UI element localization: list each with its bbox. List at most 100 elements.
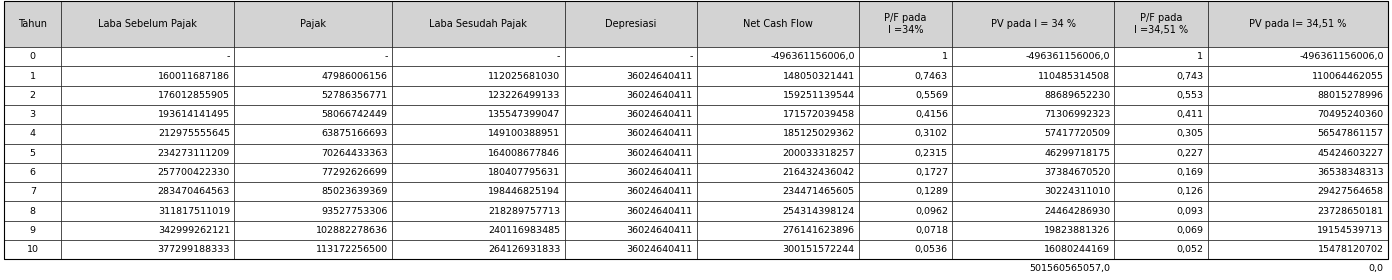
Bar — [391, 47, 565, 66]
Text: 19823881326: 19823881326 — [1044, 226, 1111, 235]
Bar — [859, 240, 952, 259]
Text: 300151572244: 300151572244 — [782, 245, 855, 254]
Bar — [234, 66, 391, 86]
Text: 8: 8 — [29, 207, 36, 216]
Text: 102882278636: 102882278636 — [316, 226, 387, 235]
Bar — [565, 105, 697, 124]
Text: 110485314508: 110485314508 — [1038, 72, 1111, 81]
Text: 0,7463: 0,7463 — [915, 72, 948, 81]
Bar — [61, 86, 234, 105]
Bar — [565, 124, 697, 144]
Bar — [4, 124, 61, 144]
Text: 198446825194: 198446825194 — [489, 187, 561, 196]
Bar — [391, 86, 565, 105]
Text: 29427564658: 29427564658 — [1318, 187, 1384, 196]
Text: 0,227: 0,227 — [1176, 149, 1203, 158]
Bar — [4, 47, 61, 66]
Text: 216432436042: 216432436042 — [782, 168, 855, 177]
Text: Laba Sebelum Pajak: Laba Sebelum Pajak — [99, 19, 198, 29]
Text: 148050321441: 148050321441 — [782, 72, 855, 81]
Bar — [391, 66, 565, 86]
Text: PV pada I = 34 %: PV pada I = 34 % — [991, 19, 1076, 29]
Bar — [859, 124, 952, 144]
Text: Depresiasi: Depresiasi — [606, 19, 657, 29]
Text: 6: 6 — [29, 168, 36, 177]
Bar — [565, 86, 697, 105]
Text: -496361156006,0: -496361156006,0 — [1299, 52, 1384, 61]
Bar — [697, 163, 859, 182]
Text: Pajak: Pajak — [299, 19, 326, 29]
Bar — [234, 105, 391, 124]
Text: 0,169: 0,169 — [1176, 168, 1203, 177]
Text: P/F pada
I =34,51 %: P/F pada I =34,51 % — [1134, 13, 1187, 35]
Text: 160011687186: 160011687186 — [157, 72, 230, 81]
Bar — [565, 182, 697, 201]
Bar — [391, 182, 565, 201]
Bar — [565, 66, 697, 86]
Bar — [1115, 182, 1207, 201]
Bar — [697, 124, 859, 144]
Bar — [1115, 86, 1207, 105]
Text: 0,743: 0,743 — [1176, 72, 1203, 81]
Text: 1: 1 — [29, 72, 36, 81]
Text: 36024640411: 36024640411 — [626, 168, 693, 177]
Bar — [952, 47, 1115, 66]
Bar — [859, 182, 952, 201]
Text: 4: 4 — [29, 129, 36, 138]
Text: 0,411: 0,411 — [1176, 110, 1203, 119]
Bar — [1207, 221, 1388, 240]
Text: 149100388951: 149100388951 — [489, 129, 561, 138]
Text: 77292626699: 77292626699 — [322, 168, 387, 177]
Text: 10: 10 — [26, 245, 39, 254]
Bar — [1207, 105, 1388, 124]
Text: 0,553: 0,553 — [1176, 91, 1203, 100]
Text: PV pada I= 34,51 %: PV pada I= 34,51 % — [1249, 19, 1346, 29]
Text: 200033318257: 200033318257 — [782, 149, 855, 158]
Bar — [859, 221, 952, 240]
Bar — [61, 124, 234, 144]
Bar — [234, 144, 391, 163]
Text: 36024640411: 36024640411 — [626, 245, 693, 254]
Text: 46299718175: 46299718175 — [1044, 149, 1111, 158]
Bar — [61, 240, 234, 259]
Text: 254314398124: 254314398124 — [782, 207, 855, 216]
Bar — [697, 66, 859, 86]
Text: 36024640411: 36024640411 — [626, 110, 693, 119]
Text: 36024640411: 36024640411 — [626, 207, 693, 216]
Bar — [697, 240, 859, 259]
Text: 218289757713: 218289757713 — [489, 207, 561, 216]
Text: 36024640411: 36024640411 — [626, 149, 693, 158]
Text: 110064462055: 110064462055 — [1311, 72, 1384, 81]
Bar — [234, 163, 391, 182]
Bar — [1115, 105, 1207, 124]
Bar — [391, 1, 565, 47]
Text: 0: 0 — [29, 52, 36, 61]
Bar — [697, 221, 859, 240]
Bar — [234, 1, 391, 47]
Text: 56547861157: 56547861157 — [1318, 129, 1384, 138]
Text: 36024640411: 36024640411 — [626, 187, 693, 196]
Bar — [697, 182, 859, 201]
Text: 52786356771: 52786356771 — [322, 91, 387, 100]
Text: 0,0536: 0,0536 — [915, 245, 948, 254]
Text: 36024640411: 36024640411 — [626, 72, 693, 81]
Text: 0,069: 0,069 — [1176, 226, 1203, 235]
Text: 159251139544: 159251139544 — [782, 91, 855, 100]
Text: 113172256500: 113172256500 — [316, 245, 387, 254]
Bar — [697, 47, 859, 66]
Text: 0,0: 0,0 — [1368, 264, 1384, 273]
Text: 501560565057,0: 501560565057,0 — [1029, 264, 1111, 273]
Bar — [391, 144, 565, 163]
Bar — [1115, 201, 1207, 221]
Bar — [859, 47, 952, 66]
Text: 0,0962: 0,0962 — [915, 207, 948, 216]
Bar — [61, 66, 234, 86]
Text: 123226499133: 123226499133 — [489, 91, 561, 100]
Text: 240116983485: 240116983485 — [489, 226, 561, 235]
Bar — [952, 240, 1115, 259]
Text: 135547399047: 135547399047 — [489, 110, 561, 119]
Bar — [391, 124, 565, 144]
Bar — [61, 47, 234, 66]
Bar — [697, 105, 859, 124]
Bar — [952, 201, 1115, 221]
